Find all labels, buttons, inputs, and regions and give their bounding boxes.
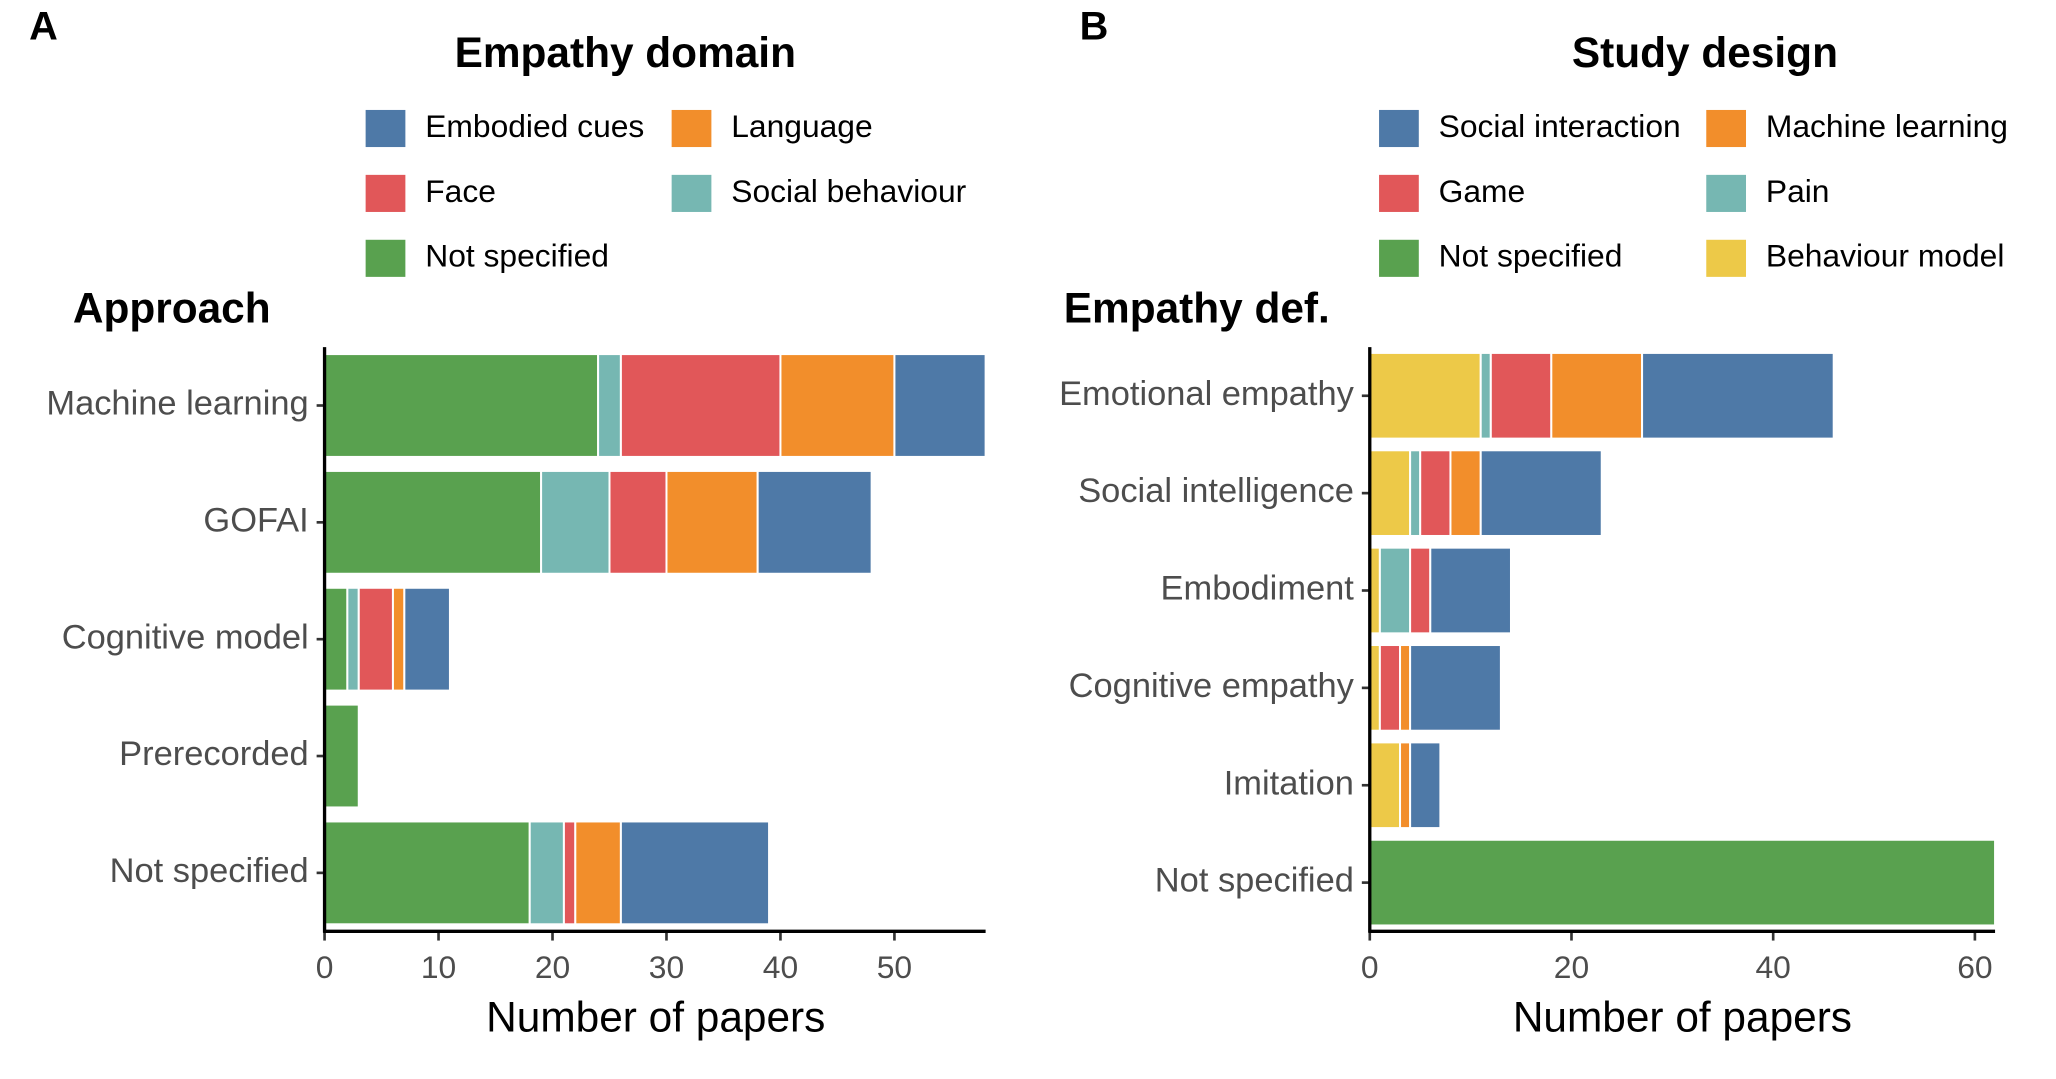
bar-segment [1368,741,1402,830]
y-tick-label: Not specified [110,852,309,890]
bar-segment [323,353,600,458]
legend-swatch [671,109,712,148]
bar-segment [357,586,394,692]
bar-segment [1550,351,1644,440]
bar-segment [608,469,668,575]
legend-title: Study design [1572,29,1838,76]
legend-label: Pain [1766,173,1830,209]
legend-swatch [1379,109,1419,148]
bar-segment [403,586,451,692]
bar-segment [1399,644,1412,732]
y-tick-label: Imitation [1224,764,1354,802]
bar-segment [1368,449,1412,537]
legend-swatch [1379,239,1419,277]
bar-segment [756,469,873,575]
bar-segment [1409,644,1502,732]
bar-segment [1479,351,1492,440]
legend-label: Face [425,173,496,209]
x-tick-label: 0 [316,949,334,985]
bar-segment [346,586,360,692]
x-axis-title: Number of papers [486,993,825,1040]
legend-label: Social behaviour [731,173,966,209]
bar-segment [323,820,531,926]
bar-segment [619,353,782,458]
bar-segment [1378,644,1402,732]
y-tick-label: Prerecorded [119,735,309,773]
x-tick-label: 40 [763,949,798,985]
y-axis-title: Approach [73,285,271,332]
legend-label: Social interaction [1439,108,1681,144]
bar-segment [1409,741,1442,830]
bar-segment [528,820,565,926]
bar-segment [1489,351,1553,440]
bar-segment [391,586,406,692]
legend-swatch [1706,239,1747,277]
y-axis-title: Empathy def. [1064,285,1330,332]
legend-swatch [1379,174,1419,212]
y-tick-label: Emotional empathy [1059,375,1355,413]
y-tick-label: Not specified [1155,862,1354,900]
bar-segment [1409,546,1432,635]
y-tick-label: Cognitive empathy [1069,667,1355,705]
y-tick-label: GOFAI [203,501,308,539]
bar-segment [1409,449,1422,537]
y-tick-label: Machine learning [46,385,308,423]
bar-segment [574,820,622,926]
bar-segment [665,469,759,575]
y-tick-label: Embodiment [1161,570,1355,608]
bar-segment [1641,351,1835,440]
x-axis-title: Number of papers [1513,993,1852,1040]
bar-segment [1399,741,1412,830]
y-tick-label: Social intelligence [1078,472,1354,510]
x-tick-label: 60 [1957,949,1992,985]
x-tick-label: 40 [1756,949,1791,985]
bar-segment [1429,546,1512,635]
legend-swatch [1706,174,1747,212]
legend-swatch [365,174,406,212]
bar-segment [619,820,771,926]
legend-swatch [1706,109,1747,148]
bar-segment [1368,838,1997,927]
x-tick-label: 20 [535,949,570,985]
bar-segment [562,820,577,926]
bar-segment [1449,449,1482,537]
bar-segment [779,353,896,458]
bar-segment [1368,351,1482,440]
bar-segment [1378,546,1412,635]
legend-label: Machine learning [1766,108,2008,144]
x-tick-label: 20 [1554,949,1589,985]
bar-segment [323,469,543,575]
x-tick-label: 30 [649,949,684,985]
x-tick-label: 10 [421,949,456,985]
legend-label: Game [1439,173,1526,209]
legend-label: Not specified [425,238,609,274]
bar-segment [540,469,611,575]
panel-label: A [29,5,58,49]
legend-swatch [671,174,712,212]
legend-swatch [365,239,406,277]
x-tick-label: 50 [877,949,912,985]
legend-label: Language [731,108,872,144]
legend-swatch [365,109,406,148]
x-tick-label: 0 [1361,949,1379,985]
bar-segment [1419,449,1452,537]
bar-segment [597,353,622,458]
legend-label: Not specified [1439,238,1623,274]
bar-segment [1479,449,1603,537]
bar-segment [323,586,349,692]
bar-segment [323,703,360,809]
legend-label: Behaviour model [1766,238,2005,274]
bar-segment [893,353,987,458]
panel-label: B [1080,5,1109,49]
y-tick-label: Cognitive model [62,618,309,656]
legend-label: Embodied cues [425,108,644,144]
legend-title: Empathy domain [455,29,796,76]
